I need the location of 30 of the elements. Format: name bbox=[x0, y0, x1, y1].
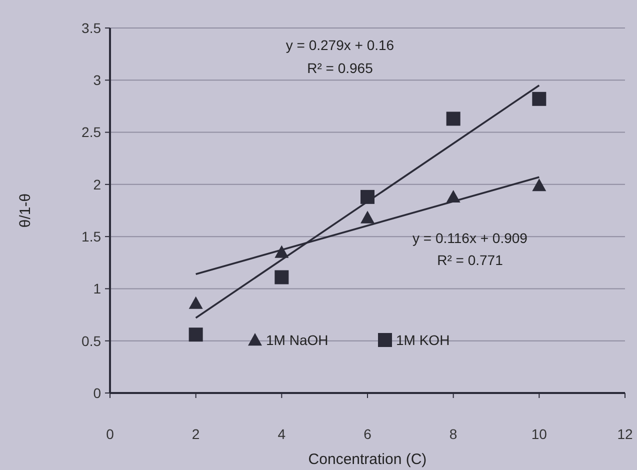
y-tick-label: 3 bbox=[93, 72, 102, 88]
point bbox=[532, 92, 546, 106]
x-tick-label: 4 bbox=[278, 426, 286, 442]
y-axis-title: θ/1-θ bbox=[17, 193, 34, 228]
legend-label: 1M NaOH bbox=[266, 332, 328, 348]
x-tick-label: 12 bbox=[617, 426, 633, 442]
y-tick-label: 0 bbox=[93, 384, 102, 401]
annotation: y = 0.279x + 0.16 bbox=[286, 36, 394, 53]
x-tick-label: 6 bbox=[364, 426, 372, 442]
x-tick-label: 10 bbox=[531, 426, 548, 442]
point bbox=[532, 178, 546, 192]
x-tick-label: 2 bbox=[192, 426, 200, 442]
point bbox=[188, 296, 203, 309]
legend-label: 1M KOH bbox=[396, 332, 450, 348]
point bbox=[360, 210, 374, 224]
y-tick-label: 0.5 bbox=[82, 332, 102, 349]
y-tick-label: 3.5 bbox=[82, 20, 102, 36]
y-tick-label: 2 bbox=[93, 176, 102, 192]
annotation: R² = 0.771 bbox=[437, 252, 504, 268]
annotation: R² = 0.965 bbox=[307, 60, 374, 76]
y-tick-label: 1.5 bbox=[82, 228, 102, 244]
x-axis-title: Concentration (C) bbox=[308, 451, 427, 468]
x-tick-label: 0 bbox=[106, 426, 114, 442]
y-tick-label: 1 bbox=[93, 280, 102, 297]
point bbox=[274, 270, 289, 284]
point bbox=[446, 112, 460, 126]
annotation: y = 0.116x + 0.909 bbox=[412, 230, 528, 246]
point bbox=[188, 328, 203, 342]
x-tick-label: 8 bbox=[449, 426, 458, 442]
y-tick-label: 2.5 bbox=[82, 124, 102, 140]
